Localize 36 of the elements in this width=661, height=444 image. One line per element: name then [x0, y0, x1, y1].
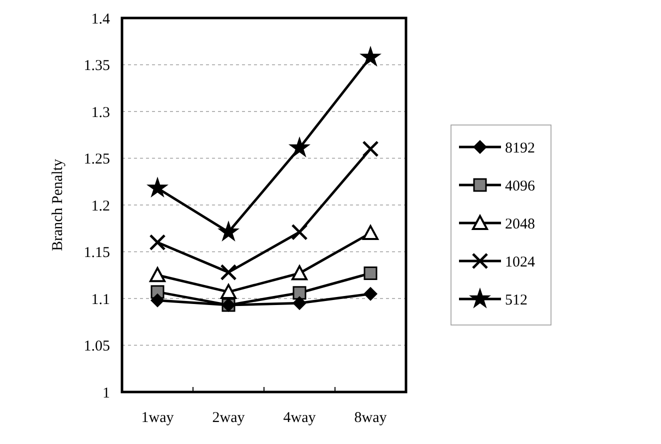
point	[291, 224, 308, 240]
point	[364, 266, 378, 280]
y-tick-label: 1.35	[84, 58, 110, 74]
x-tick-label: 8way	[354, 410, 388, 426]
y-tick-label: 1.25	[84, 152, 110, 168]
point	[364, 286, 378, 301]
legend-label: 2048	[505, 216, 535, 232]
point	[360, 46, 382, 67]
point	[362, 225, 378, 240]
x-tick-label: 4way	[283, 410, 316, 426]
y-tick-label: 1.3	[91, 104, 110, 121]
legend-label: 4096	[505, 178, 536, 194]
y-axis-title: Branch Penalty	[50, 158, 66, 252]
legend-label: 8192	[505, 140, 535, 156]
y-tick-label: 1.15	[84, 245, 110, 261]
point	[150, 267, 166, 282]
point	[292, 265, 308, 280]
point	[218, 220, 240, 242]
point	[292, 296, 306, 310]
point	[146, 176, 168, 198]
legend-label: 512	[505, 292, 528, 308]
point	[362, 140, 379, 158]
point	[220, 284, 236, 299]
y-tick-label: 1.2	[91, 198, 110, 214]
y-tick-label: 1.4	[91, 11, 110, 28]
y-tick-label: 1.1	[91, 292, 110, 308]
y-tick-label: 1.05	[84, 338, 110, 354]
point	[220, 264, 237, 281]
point	[149, 234, 166, 251]
x-tick-label: 2way	[212, 410, 246, 426]
point	[150, 293, 164, 308]
x-tick-label: 1way	[141, 410, 174, 426]
legend-label: 1024	[505, 254, 536, 270]
point	[288, 136, 310, 158]
point	[292, 286, 306, 300]
y-tick-label: 1	[102, 385, 110, 402]
